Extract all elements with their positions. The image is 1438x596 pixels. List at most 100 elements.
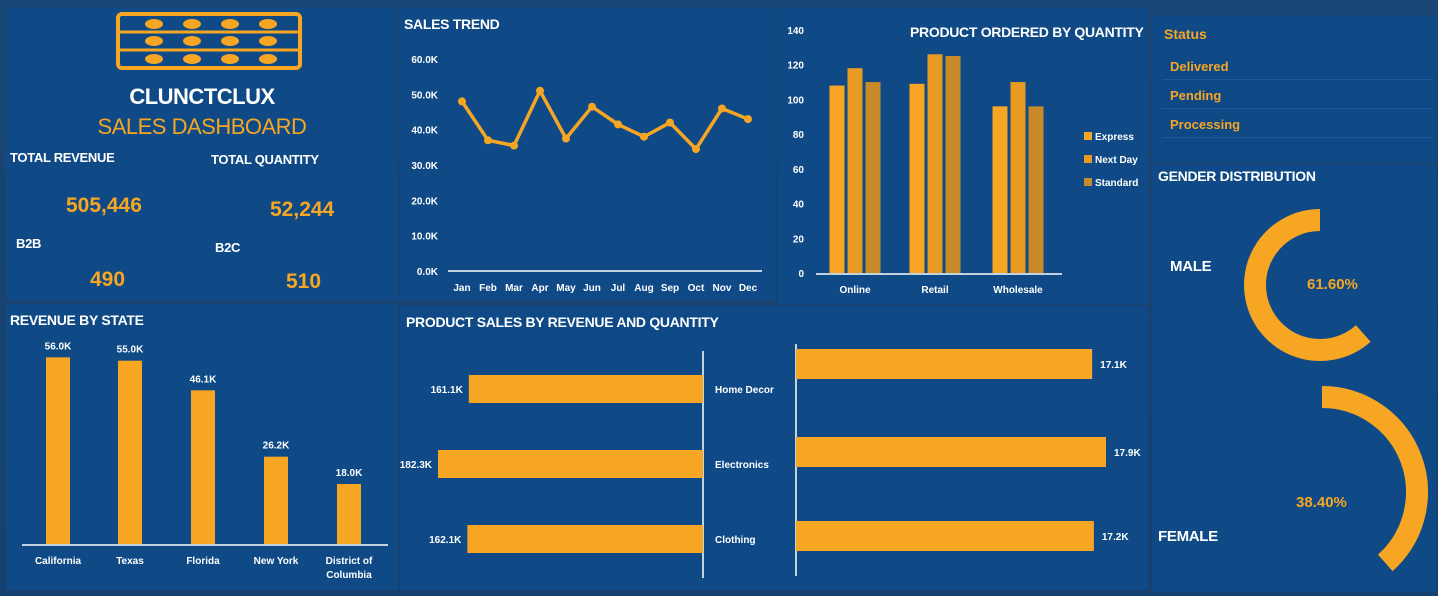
bar-texas (118, 360, 142, 544)
x-tick-label-jun: Jun (583, 283, 601, 294)
revenue-bar-electronics (438, 450, 703, 478)
revenue-label-home-decor: 161.1K (431, 385, 464, 396)
x-tick-label-texas: Texas (116, 556, 144, 567)
data-point-may (562, 134, 570, 143)
status-item-partial[interactable] (1162, 141, 1432, 162)
female-value: 38.40% (1296, 494, 1347, 511)
legend-label-next-day: Next Day (1095, 155, 1138, 166)
male-value: 61.60% (1307, 276, 1358, 293)
data-point-jun (588, 102, 596, 111)
b2c-label: B2C (215, 240, 241, 255)
status-item-pending[interactable]: Pending (1162, 83, 1432, 109)
x-tick-label-district-of-columbia-line2: Columbia (326, 570, 372, 581)
y-tick-label: 30.0K (411, 161, 438, 172)
y-tick-label: 60.0K (411, 55, 438, 66)
gender-panel: GENDER DISTRIBUTION MALE FEMALE 61.60% 3… (1152, 164, 1436, 592)
male-arc (1244, 209, 1371, 361)
x-tick-label-aug: Aug (634, 283, 653, 294)
revenue-state-chart: 56.0K California 55.0K Texas 46.1K Florida 26.… (22, 341, 388, 581)
data-point-dec (744, 115, 752, 124)
x-tick-label-may: May (556, 283, 576, 294)
bar-wholesale-next-day (1010, 82, 1026, 273)
y-tick-label: 50.0K (411, 90, 438, 101)
legend-label-express: Express (1095, 132, 1134, 143)
revenue-state-title: REVENUE BY STATE (10, 312, 144, 328)
product-sales-chart: 161.1K Home Decor 17.1K 182.3K Electronics 17… (400, 344, 1141, 578)
gender-chart (1244, 209, 1428, 572)
data-label-district-of-columbia: 18.0K (336, 468, 363, 479)
sales-trend-panel: SALES TREND 0.0K 10.0K 20.0K 30.0K 40.0K 50.0… (400, 8, 776, 300)
y-tick-label: 60 (793, 165, 805, 176)
legend-swatch-standard (1084, 178, 1092, 186)
status-item-delivered[interactable]: Delivered (1162, 54, 1432, 80)
data-point-aug (640, 132, 648, 141)
x-tick-label-sep: Sep (661, 283, 679, 294)
revenue-bar-clothing (467, 525, 703, 553)
abacus-icon (116, 12, 302, 70)
x-tick-label-california: California (35, 556, 82, 567)
y-tick-label: 20 (793, 234, 805, 245)
male-label: MALE (1170, 258, 1212, 275)
data-label-florida: 46.1K (190, 374, 217, 385)
status-item-processing[interactable]: Processing (1162, 112, 1432, 138)
data-point-jan (458, 97, 466, 106)
product-sales-panel: PRODUCT SALES BY REVENUE AND QUANTITY 16… (400, 306, 1148, 590)
y-tick-label: 120 (787, 61, 804, 72)
legend-swatch-next-day (1084, 155, 1092, 163)
y-tick-label: 20.0K (411, 196, 438, 207)
bar-florida (191, 390, 215, 544)
bar-online-express (829, 85, 845, 274)
x-tick-label-dec: Dec (739, 283, 758, 294)
y-tick-label: 0 (798, 269, 804, 280)
bar-california (46, 357, 70, 544)
data-point-sep (666, 118, 674, 127)
total-revenue-label: TOTAL REVENUE (10, 150, 115, 165)
data-label-new-york: 26.2K (263, 441, 290, 452)
quantity-chart: 0 20 40 60 80 100 120 140 Online Retail Wholesale E… (787, 26, 1138, 296)
y-tick-label: 10.0K (411, 232, 438, 243)
quantity-bar-home-decor (796, 349, 1093, 379)
company-name: CLUNCTCLUX (129, 84, 275, 109)
revenue-label-clothing: 162.1K (429, 535, 462, 546)
x-tick-label-jan: Jan (453, 283, 470, 294)
bar-district-of-columbia (337, 484, 361, 544)
data-point-apr (536, 86, 544, 95)
bar-retail-standard (945, 56, 961, 274)
bar-wholesale-express (992, 106, 1008, 273)
bar-online-standard (865, 82, 881, 273)
bar-wholesale-standard (1028, 106, 1044, 273)
bar-retail-next-day (927, 54, 943, 273)
data-label-texas: 55.0K (117, 345, 144, 356)
sales-trend-line (460, 89, 749, 151)
x-tick-label-online: Online (839, 285, 871, 296)
quantity-panel: PRODUCT ORDERED BY QUANTITY 0 20 40 60 80 100… (778, 8, 1148, 304)
dashboard-subtitle: SALES DASHBOARD (97, 114, 307, 139)
x-tick-label-feb: Feb (479, 283, 497, 294)
y-tick-label: 100 (787, 95, 804, 106)
data-point-feb (484, 136, 492, 145)
quantity-label-clothing: 17.2K (1102, 532, 1129, 543)
x-tick-label-oct: Oct (688, 283, 705, 294)
quantity-bar-electronics (796, 437, 1106, 467)
bar-new-york (264, 456, 288, 544)
revenue-bar-home-decor (468, 375, 703, 403)
category-label-clothing: Clothing (715, 535, 756, 546)
bar-online-next-day (847, 68, 863, 273)
total-quantity-value: 52,244 (270, 198, 335, 221)
female-label: FEMALE (1158, 528, 1218, 545)
product-sales-title: PRODUCT SALES BY REVENUE AND QUANTITY (406, 314, 719, 330)
gender-title: GENDER DISTRIBUTION (1158, 168, 1316, 184)
x-tick-label-nov: Nov (713, 283, 732, 294)
x-tick-label-florida: Florida (186, 556, 220, 567)
legend-swatch-express (1084, 132, 1092, 140)
total-revenue-value: 505,446 (66, 194, 142, 217)
x-tick-label-district-of-columbia-line1: District of (326, 556, 373, 567)
revenue-label-electronics: 182.3K (400, 460, 433, 471)
x-tick-label-retail: Retail (921, 285, 948, 296)
data-point-oct (692, 145, 700, 154)
quantity-bar-clothing (796, 521, 1094, 551)
b2b-label: B2B (16, 236, 42, 251)
y-tick-label: 40 (793, 200, 805, 211)
y-tick-label: 0.0K (417, 267, 439, 278)
